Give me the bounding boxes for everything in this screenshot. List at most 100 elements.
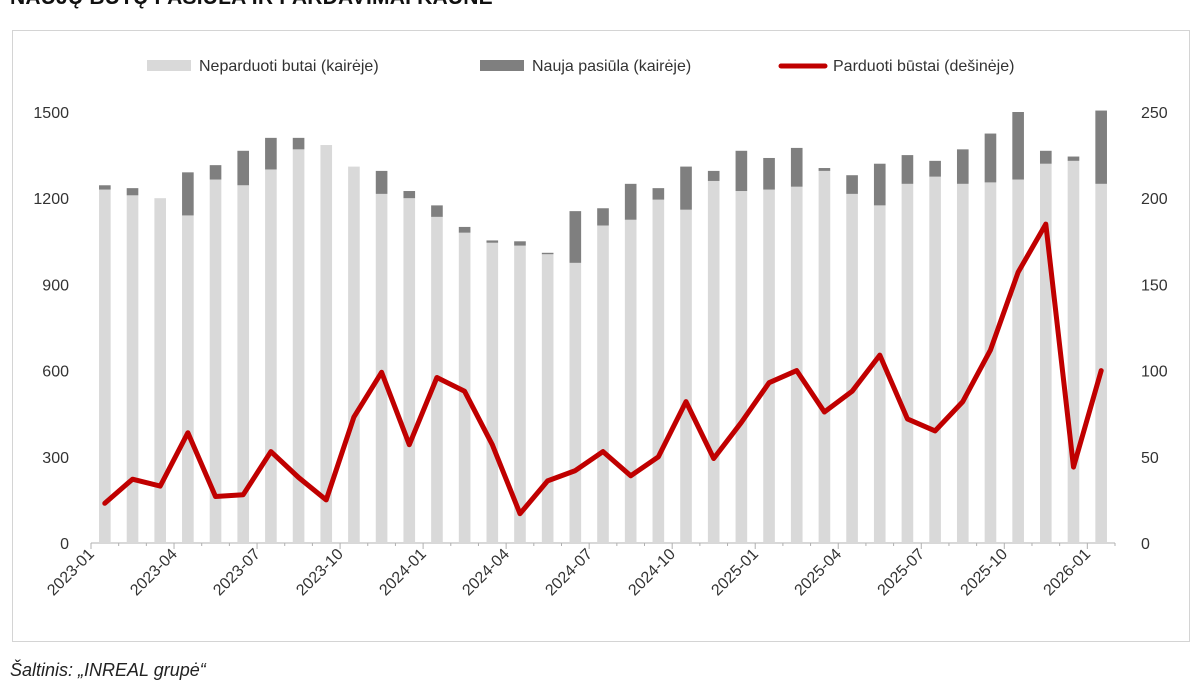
bar-new-supply — [680, 166, 692, 210]
bar-new-supply — [1067, 156, 1080, 161]
y-tick-label-right: 50 — [1141, 450, 1159, 467]
bar-new-supply — [1095, 110, 1107, 184]
bar-unsold — [984, 182, 997, 543]
bar-unsold — [1095, 183, 1107, 544]
bar-unsold — [1067, 160, 1080, 543]
bar-unsold — [929, 176, 941, 543]
bar-unsold — [320, 145, 333, 543]
bar-new-supply — [818, 168, 831, 171]
line-point-sold — [325, 499, 327, 501]
x-tick-label: 2023-07 — [210, 546, 264, 600]
bar-new-supply — [597, 208, 609, 226]
y-tick-label-left: 600 — [42, 364, 69, 381]
x-tick-label: 2024-07 — [542, 546, 596, 600]
x-tick-label: 2024-04 — [459, 546, 513, 600]
line-point-sold — [159, 485, 161, 487]
bar-new-supply — [735, 150, 748, 192]
line-point-sold — [906, 418, 908, 420]
bar-new-supply — [541, 252, 554, 255]
bar-new-supply — [182, 172, 194, 216]
x-tick-label: 2025-01 — [709, 546, 763, 600]
line-point-sold — [685, 401, 687, 403]
bar-new-supply — [929, 160, 941, 177]
line-point-sold — [1100, 370, 1102, 372]
bar-unsold — [154, 198, 167, 543]
line-point-sold — [574, 470, 576, 472]
bar-new-supply — [984, 133, 997, 183]
legend: Neparduoti butai (kairėje) Nauja pasiūla … — [147, 58, 1014, 75]
x-tick-label: 2024-01 — [376, 546, 430, 600]
line-point-sold — [104, 502, 106, 504]
legend-label-new-supply: Nauja pasiūla (kairėje) — [532, 58, 691, 75]
bar-new-supply — [763, 157, 775, 190]
line-point-sold — [464, 390, 466, 392]
bar-unsold — [209, 179, 222, 544]
bar-unsold — [680, 209, 692, 543]
bar-unsold — [956, 183, 969, 544]
bar-unsold — [486, 242, 499, 543]
bar-unsold — [735, 191, 748, 543]
y-tick-label-left: 0 — [60, 536, 69, 553]
bar-new-supply — [1039, 150, 1052, 164]
bar-new-supply — [375, 170, 388, 194]
line-point-sold — [353, 416, 355, 418]
x-tick-label: 2025-10 — [958, 546, 1012, 600]
bar-unsold — [597, 225, 609, 543]
line-point-sold — [962, 401, 964, 403]
line-point-sold — [657, 456, 659, 458]
bar-new-supply — [956, 149, 969, 184]
bar-unsold — [790, 186, 803, 543]
y-tick-label-left: 1200 — [33, 191, 69, 208]
bar-new-supply — [901, 155, 914, 184]
bar-new-supply — [486, 240, 499, 243]
bar-unsold — [763, 189, 775, 543]
x-tick-label: 2023-04 — [127, 546, 181, 600]
line-point-sold — [1017, 271, 1019, 273]
line-point-sold — [602, 451, 604, 453]
line-point-sold — [879, 354, 881, 356]
bar-new-supply — [292, 137, 305, 150]
legend-label-unsold: Neparduoti butai (kairėje) — [199, 58, 379, 75]
bar-unsold — [541, 254, 554, 544]
x-tick-label: 2025-04 — [792, 546, 846, 600]
bar-unsold — [873, 205, 886, 543]
bar-unsold — [182, 215, 194, 543]
bar-unsold — [1012, 179, 1024, 544]
bar-unsold — [237, 185, 250, 543]
line-point-sold — [713, 458, 715, 460]
bar-unsold — [375, 193, 388, 543]
bar-new-supply — [431, 205, 443, 217]
y-tick-label-left: 300 — [42, 450, 69, 467]
line-point-sold — [436, 376, 438, 378]
bar-unsold — [846, 193, 858, 543]
bar-unsold — [292, 149, 305, 543]
line-layer — [102, 221, 1104, 517]
bar-unsold — [1039, 163, 1052, 543]
line-point-sold — [242, 494, 244, 496]
bar-new-supply — [1012, 112, 1024, 180]
line-point-sold — [215, 495, 217, 497]
bar-unsold — [348, 166, 360, 544]
legend-swatch-unsold — [147, 60, 191, 71]
bar-new-supply — [99, 185, 111, 190]
y-tick-label-right: 200 — [1141, 191, 1168, 208]
bar-unsold — [403, 198, 416, 543]
page-title: NAUJŲ BUTŲ PASIŪLA IR PARDAVIMAI KAUNE — [10, 0, 493, 10]
y-tick-label-left: 900 — [42, 277, 69, 294]
bar-new-supply — [458, 226, 471, 233]
bar-new-supply — [403, 191, 416, 199]
line-point-sold — [547, 480, 549, 482]
bar-new-supply — [652, 188, 665, 200]
bar-unsold — [707, 180, 720, 543]
line-point-sold — [989, 349, 991, 351]
bar-new-supply — [514, 241, 526, 246]
bar-new-supply — [846, 175, 858, 194]
y-tick-label-right: 0 — [1141, 536, 1150, 553]
bar-unsold — [265, 169, 277, 543]
bar-new-supply — [707, 170, 720, 181]
line-point-sold — [1072, 466, 1074, 468]
line-point-sold — [796, 370, 798, 372]
bar-unsold — [652, 199, 665, 544]
y-tick-label-left: 1500 — [33, 105, 69, 122]
line-point-sold — [491, 444, 493, 446]
